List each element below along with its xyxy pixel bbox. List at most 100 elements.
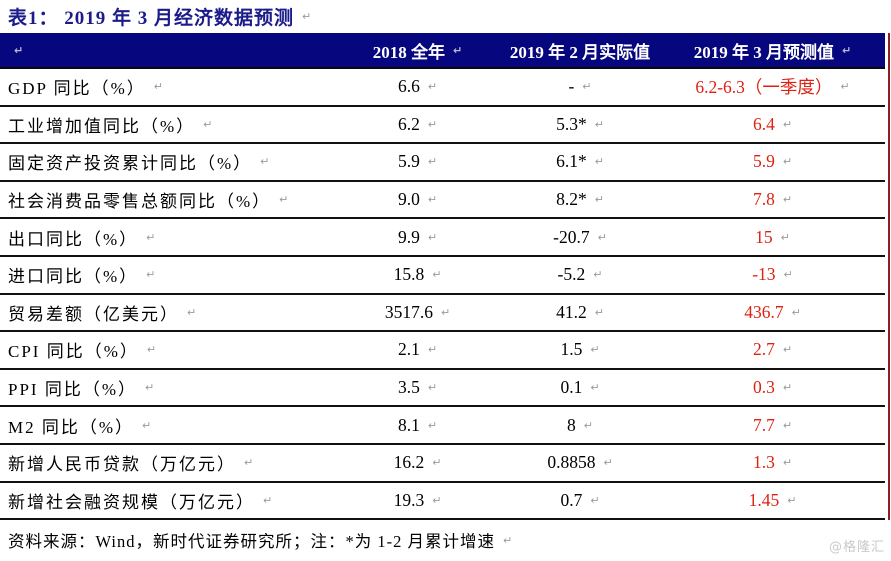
value-feb: 5.3*	[556, 113, 587, 134]
value-2018: 6.6	[397, 76, 420, 97]
paragraph-mark-icon: ↵	[263, 493, 275, 507]
paragraph-mark-icon: ↵	[142, 418, 154, 432]
paragraph-mark-icon: ↵	[594, 155, 604, 169]
table-header-row: ↵ 2018 全年 ↵ 2019 年 2 月实际值 2019 年 3 月预测值 …	[0, 33, 885, 69]
paragraph-mark-icon: ↵	[302, 10, 312, 23]
header-feb-2019: 2019 年 2 月实际值	[509, 42, 651, 62]
paragraph-mark-icon: ↵	[583, 418, 593, 432]
paragraph-mark-icon: ↵	[427, 343, 438, 357]
row-label: 贸易差额（亿美元）	[8, 304, 179, 324]
header-label-cell: ↵	[0, 33, 335, 67]
value-forecast: 7.7	[752, 414, 775, 435]
paragraph-mark-icon: ↵	[146, 268, 158, 282]
paragraph-mark-icon: ↵	[14, 43, 26, 57]
paragraph-mark-icon: ↵	[187, 305, 199, 319]
value-feb: 0.7	[560, 489, 583, 510]
value-2018: 3.5	[397, 377, 420, 398]
row-label: GDP 同比（%）	[8, 79, 146, 99]
value-feb: 0.1	[560, 377, 583, 398]
paragraph-mark-icon: ↵	[791, 305, 801, 319]
row-label: 固定资产投资累计同比（%）	[8, 154, 253, 174]
value-forecast: -13	[752, 264, 776, 285]
row-label: CPI 同比（%）	[8, 342, 139, 362]
paragraph-mark-icon: ↵	[427, 117, 438, 131]
value-forecast: 15	[755, 226, 773, 247]
paragraph-mark-icon: ↵	[787, 493, 797, 507]
paragraph-mark-icon: ↵	[782, 117, 793, 131]
row-label: PPI 同比（%）	[8, 380, 137, 400]
paragraph-mark-icon: ↵	[260, 155, 272, 169]
value-feb: 6.1*	[556, 151, 587, 172]
value-feb: -20.7	[553, 226, 590, 247]
paragraph-mark-icon: ↵	[432, 268, 442, 282]
economic-forecast-table: ↵ 2018 全年 ↵ 2019 年 2 月实际值 2019 年 3 月预测值 …	[0, 33, 891, 521]
value-feb: -5.2	[557, 264, 586, 285]
paragraph-mark-icon: ↵	[594, 193, 604, 207]
value-2018: 16.2	[393, 452, 425, 473]
paragraph-mark-icon: ↵	[244, 456, 256, 470]
value-feb: 0.8858	[547, 452, 596, 473]
paragraph-mark-icon: ↵	[432, 456, 442, 470]
table-title-row: 表1： 2019 年 3 月经济数据预测 ↵	[0, 0, 891, 33]
paragraph-mark-icon: ↵	[582, 80, 592, 94]
paragraph-mark-icon: ↵	[603, 456, 613, 470]
value-forecast: 1.3	[752, 452, 775, 473]
paragraph-mark-icon: ↵	[146, 343, 159, 357]
row-label: 工业增加值同比（%）	[8, 116, 196, 136]
value-2018: 3517.6	[384, 301, 433, 322]
table-row: 新增人民币贷款（万亿元） ↵ 16.2 ↵ 0.8858 ↵ 1.3 ↵	[0, 445, 885, 483]
paragraph-mark-icon: ↵	[782, 343, 793, 357]
table-right-border	[888, 33, 890, 520]
value-2018: 8.1	[397, 414, 420, 435]
paragraph-mark-icon: ↵	[432, 493, 442, 507]
value-2018: 19.3	[393, 489, 425, 510]
paragraph-mark-icon: ↵	[427, 230, 438, 244]
paragraph-mark-icon: ↵	[783, 268, 793, 282]
table-row: 进口同比（%） ↵ 15.8 ↵ -5.2 ↵ -13 ↵	[0, 257, 885, 295]
source-note: 资料来源：Wind，新时代证券研究所；注：*为 1-2 月累计增速	[8, 532, 495, 552]
row-label: M2 同比（%）	[8, 417, 135, 437]
paragraph-mark-icon: ↵	[597, 230, 607, 244]
source-note-row: 资料来源：Wind，新时代证券研究所；注：*为 1-2 月累计增速 ↵	[0, 520, 891, 560]
paragraph-mark-icon: ↵	[440, 305, 451, 319]
paragraph-mark-icon: ↵	[590, 343, 600, 357]
table-row: PPI 同比（%） ↵ 3.5 ↵ 0.1 ↵ 0.3 ↵	[0, 370, 885, 408]
row-label: 新增人民币贷款（万亿元）	[8, 455, 236, 475]
paragraph-mark-icon: ↵	[503, 533, 513, 547]
paragraph-mark-icon: ↵	[427, 80, 438, 94]
row-label: 出口同比（%）	[8, 229, 139, 249]
value-forecast: 436.7	[744, 301, 784, 322]
value-2018: 5.9	[397, 151, 420, 172]
paragraph-mark-icon: ↵	[782, 381, 793, 395]
paragraph-mark-icon: ↵	[279, 193, 291, 207]
paragraph-mark-icon: ↵	[590, 381, 600, 395]
table-row: GDP 同比（%） ↵ 6.6 ↵ - ↵ 6.2-6.3（一季度） ↵	[0, 69, 885, 107]
paragraph-mark-icon: ↵	[594, 117, 604, 131]
value-2018: 9.9	[397, 226, 420, 247]
value-feb: 8.2*	[556, 189, 587, 210]
header-mar-2019: 2019 年 3 月预测值 ↵	[693, 42, 852, 62]
table-title: 表1： 2019 年 3 月经济数据预测	[8, 8, 295, 29]
value-2018: 9.0	[397, 189, 420, 210]
paragraph-mark-icon: ↵	[427, 418, 438, 432]
paragraph-mark-icon: ↵	[782, 155, 793, 169]
value-2018: 15.8	[393, 264, 425, 285]
value-forecast: 6.2-6.3（一季度）	[695, 77, 833, 98]
table-row: CPI 同比（%） ↵ 2.1 ↵ 1.5 ↵ 2.7 ↵	[0, 332, 885, 370]
paragraph-mark-icon: ↵	[593, 268, 603, 282]
row-label: 社会消费品零售总额同比（%）	[8, 192, 272, 212]
paragraph-mark-icon: ↵	[153, 80, 166, 94]
value-forecast: 7.8	[752, 189, 775, 210]
paragraph-mark-icon: ↵	[427, 155, 438, 169]
paragraph-mark-icon: ↵	[842, 43, 852, 57]
paragraph-mark-icon: ↵	[782, 418, 793, 432]
value-forecast: 2.7	[752, 339, 775, 360]
value-feb: 41.2	[556, 301, 587, 322]
paragraph-mark-icon: ↵	[427, 381, 438, 395]
table-row: 出口同比（%） ↵ 9.9 ↵ -20.7 ↵ 15 ↵	[0, 219, 885, 257]
paragraph-mark-icon: ↵	[144, 381, 157, 395]
paragraph-mark-icon: ↵	[782, 456, 793, 470]
paragraph-mark-icon: ↵	[590, 493, 600, 507]
paragraph-mark-icon: ↵	[146, 230, 158, 244]
value-forecast: 0.3	[752, 377, 775, 398]
